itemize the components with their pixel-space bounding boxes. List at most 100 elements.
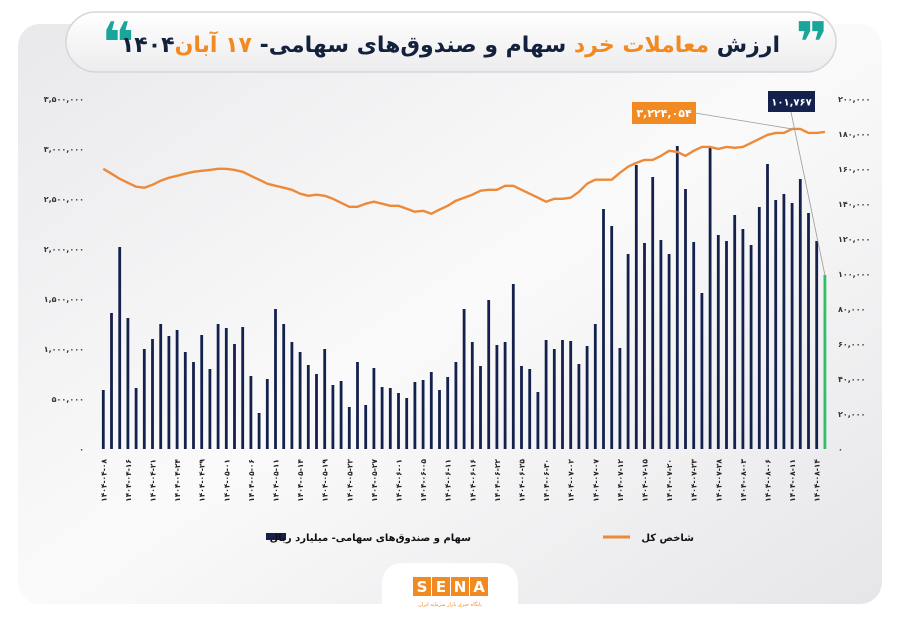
bar (257, 413, 261, 449)
bar (192, 362, 195, 449)
bar (585, 346, 589, 449)
bar (224, 328, 228, 449)
logo-letter-tile (451, 577, 469, 596)
x-tick-label: ۱۴۰۴-۰۴-۲۹ (198, 459, 207, 502)
annotation-label-index: ۳,۲۲۴,۰۵۴ (636, 107, 692, 120)
x-tick-label: ۱۴۰۴-۰۶-۱۱ (444, 459, 453, 502)
bar (298, 352, 302, 449)
x-tick-label: ۱۴۰۴-۰۶-۰۱ (395, 459, 404, 502)
right-tick-label: ۱۰۰,۰۰۰ (838, 270, 870, 279)
x-tick-label: ۱۴۰۴-۰۴-۱۶ (124, 459, 133, 502)
title-part: ارزش (709, 33, 780, 58)
bar (807, 213, 810, 449)
left-tick-label: ۱,۵۰۰,۰۰۰ (44, 295, 84, 304)
bar (757, 207, 761, 449)
title-part: معاملات خرد (574, 33, 709, 58)
bar (101, 390, 105, 449)
x-tick-label: ۱۴۰۴-۰۶-۲۵ (518, 459, 527, 502)
bar (372, 368, 376, 449)
bar (405, 398, 409, 449)
bar (643, 243, 646, 449)
bar (733, 215, 737, 449)
left-tick-label: ۲,۰۰۰,۰۰۰ (44, 245, 84, 254)
logo-letter: E (436, 578, 446, 596)
left-tick-label: ۳,۰۰۰,۰۰۰ (44, 145, 84, 154)
x-tick-label: ۱۴۰۴-۰۴-۲۱ (149, 459, 158, 502)
x-tick-label: ۱۴۰۴-۰۵-۰۶ (247, 459, 256, 502)
bar (823, 275, 827, 449)
x-tick-label: ۱۴۰۴-۰۷-۲۰ (665, 459, 674, 502)
bar (618, 348, 622, 449)
bar (167, 336, 171, 449)
bar (798, 179, 802, 449)
x-tick-label: ۱۴۰۴-۰۸-۱۱ (788, 459, 797, 502)
right-tick-label: ۲۰,۰۰۰ (838, 410, 865, 419)
x-tick-label: ۱۴۰۴-۰۶-۲۲ (493, 459, 502, 502)
bar (692, 242, 696, 449)
bar (388, 388, 392, 449)
x-tick-label: ۱۴۰۴-۰۵-۱۱ (272, 459, 281, 502)
x-tick-label: ۱۴۰۴-۰۵-۰۱ (222, 459, 231, 502)
bar (766, 164, 769, 449)
bar (610, 226, 614, 449)
bar (741, 229, 745, 449)
x-tick-label: ۱۴۰۴-۰۸-۰۳ (739, 459, 748, 502)
x-tick-label: ۱۴۰۴-۰۶-۰۵ (419, 459, 428, 502)
bar (675, 146, 679, 449)
bar (200, 335, 204, 449)
x-axis: ۱۴۰۴-۰۴-۰۸ ۱۴۰۴-۰۴-۱۶ ۱۴۰۴-۰۴-۲۱ ۱۴۰۴-۰۴-۲۴… (99, 459, 821, 502)
logo-letter-tile (470, 577, 488, 596)
bar (249, 376, 253, 449)
x-tick-label: ۱۴۰۴-۰۸-۱۴ (813, 459, 822, 502)
bar (241, 327, 245, 449)
annotation-label-last-bar: ۱۰۱,۷۶۷ (771, 98, 811, 109)
legend: شاخص کل سهام و صندوق‌های سهامی- میلیارد … (266, 533, 694, 544)
left-axis: ۰ ۵۰۰,۰۰۰ ۱,۰۰۰,۰۰۰ ۱,۵۰۰,۰۰۰ ۲,۰۰۰,۰۰۰ ۲,۵۰۰… (44, 95, 84, 454)
bar (175, 330, 179, 449)
bar (421, 380, 425, 449)
logo-letter-tile (413, 577, 431, 596)
quote-right-icon: ❞ (796, 11, 829, 76)
logo-letter: A (473, 578, 485, 596)
bar (725, 241, 728, 449)
x-tick-label: ۱۴۰۴-۰۵-۱۴ (296, 459, 305, 502)
bar (339, 381, 343, 449)
bar (520, 366, 523, 449)
bar (323, 349, 327, 449)
bar (700, 293, 704, 449)
bar (462, 309, 466, 449)
right-tick-label: ۱۶۰,۰۰۰ (838, 165, 870, 174)
annotation-box-last-bar (768, 91, 815, 112)
logo-letter: N (454, 578, 467, 596)
bar (159, 324, 163, 449)
bar (634, 165, 638, 449)
bar (602, 209, 605, 449)
bar (569, 341, 573, 449)
right-tick-label: ۰ (838, 445, 843, 454)
x-tick-label: ۱۴۰۴-۰۷-۲۳ (690, 459, 699, 502)
bar (331, 385, 335, 449)
bar (479, 366, 482, 449)
bar (684, 189, 687, 449)
bar (536, 392, 540, 449)
bar (667, 254, 671, 449)
bar (503, 342, 507, 449)
bar (815, 241, 819, 449)
bar (511, 284, 515, 449)
bar (151, 339, 154, 449)
bar (142, 349, 146, 449)
bar (282, 324, 286, 449)
title-part: سهام و صندوق‌های سهامی- (252, 33, 574, 58)
bar (552, 349, 556, 449)
left-tick-label: ۱,۰۰۰,۰۰۰ (44, 345, 84, 354)
bar (561, 340, 564, 449)
title-banner (65, 11, 837, 73)
bar (290, 342, 294, 449)
bar (274, 309, 277, 449)
quote-left-icon: ❝ (102, 11, 135, 76)
right-tick-label: ۴۰,۰۰۰ (838, 375, 865, 384)
bar (438, 390, 441, 449)
right-tick-label: ۱۴۰,۰۰۰ (838, 200, 870, 209)
